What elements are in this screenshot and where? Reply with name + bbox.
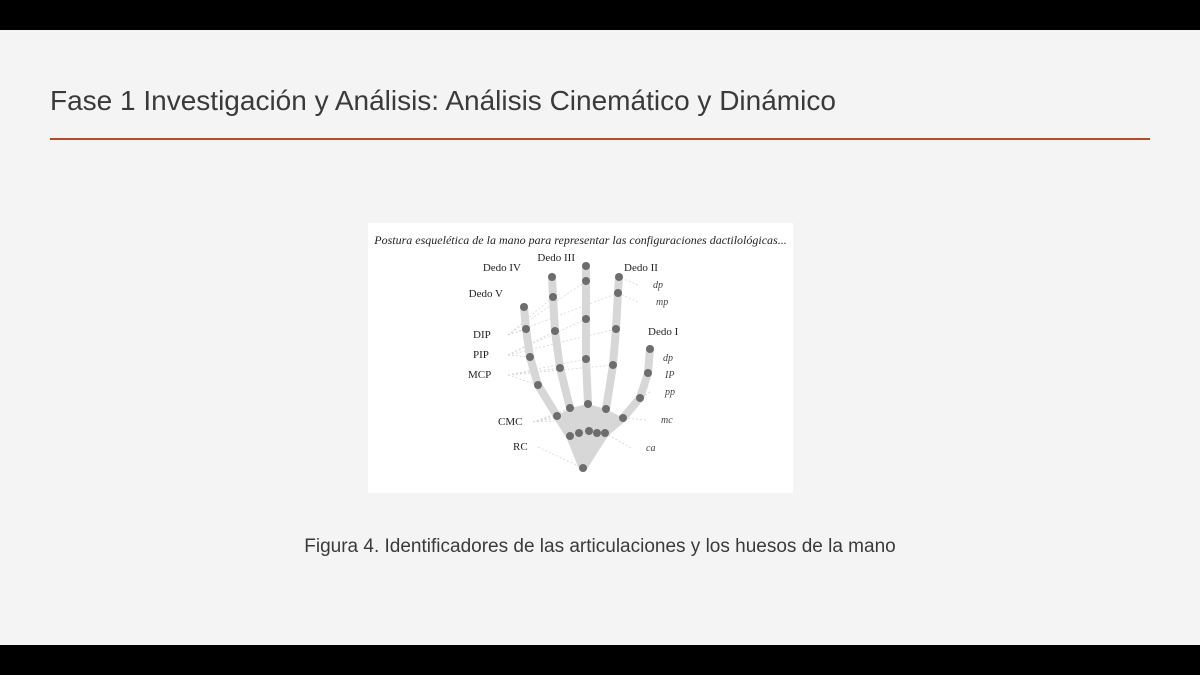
- finger-label: Dedo I: [648, 326, 679, 338]
- joint: [566, 432, 574, 440]
- figure-title: Postura esquelética de la mano para repr…: [368, 233, 793, 248]
- finger-label: Dedo IV: [483, 262, 521, 274]
- finger-label: Dedo II: [624, 262, 658, 274]
- slide-title: Fase 1 Investigación y Análisis: Análisi…: [50, 85, 836, 117]
- joint-group-label: PIP: [473, 349, 489, 361]
- joint: [593, 429, 601, 437]
- joint: [644, 369, 652, 377]
- leader-line: [508, 319, 586, 355]
- joint: [601, 429, 609, 437]
- joint: [549, 293, 557, 301]
- joint: [619, 414, 627, 422]
- bone-label: dp: [653, 280, 663, 291]
- slide: Fase 1 Investigación y Análisis: Análisi…: [0, 30, 1200, 645]
- bone: [560, 368, 570, 408]
- joint-group-label: DIP: [473, 329, 491, 341]
- joint: [575, 429, 583, 437]
- joint: [636, 394, 644, 402]
- joint: [551, 327, 559, 335]
- bone-label: dp: [663, 353, 673, 364]
- joint: [526, 353, 534, 361]
- figure-caption: Figura 4. Identificadores de las articul…: [300, 535, 900, 560]
- leader-line: [508, 281, 586, 335]
- bone-label: IP: [664, 370, 674, 381]
- bone: [616, 293, 618, 329]
- bone: [526, 329, 530, 357]
- bone-label: mc: [661, 415, 673, 426]
- leader-line: [605, 433, 631, 448]
- joint: [534, 381, 542, 389]
- bone: [555, 331, 560, 368]
- bone: [613, 329, 616, 365]
- hand-diagram: Dedo I Dedo II Dedo III Dedo IV Dedo V DIP PIP…: [368, 253, 793, 493]
- bone-label: pp: [664, 387, 675, 398]
- joint-group-label: RC: [513, 441, 528, 453]
- joint: [646, 345, 654, 353]
- bone: [530, 357, 538, 385]
- bone: [586, 359, 588, 404]
- finger-label: Dedo V: [469, 288, 503, 300]
- bone-label: mp: [656, 297, 668, 308]
- joint: [602, 405, 610, 413]
- bone: [538, 385, 557, 416]
- joint-wrist: [579, 464, 587, 472]
- joint: [614, 289, 622, 297]
- leader-line: [508, 359, 586, 375]
- joint: [566, 404, 574, 412]
- joint: [582, 355, 590, 363]
- joint: [556, 364, 564, 372]
- joint-group-label: CMC: [498, 416, 522, 428]
- joint: [585, 427, 593, 435]
- joint: [615, 273, 623, 281]
- joint: [553, 412, 561, 420]
- finger-label: Dedo III: [537, 253, 575, 264]
- joint-group-label: MCP: [468, 369, 491, 381]
- joint: [582, 277, 590, 285]
- bone: [553, 297, 555, 331]
- bone-label: ca: [646, 443, 655, 454]
- leader-line: [508, 297, 553, 335]
- joint: [520, 303, 528, 311]
- title-rule: [50, 138, 1150, 140]
- bone: [588, 404, 589, 431]
- joint: [582, 262, 590, 270]
- joint: [584, 400, 592, 408]
- bone: [606, 365, 613, 409]
- joint: [612, 325, 620, 333]
- joint: [609, 361, 617, 369]
- hand-figure: Postura esquelética de la mano para repr…: [368, 223, 793, 493]
- joint: [582, 315, 590, 323]
- joint: [548, 273, 556, 281]
- joint: [522, 325, 530, 333]
